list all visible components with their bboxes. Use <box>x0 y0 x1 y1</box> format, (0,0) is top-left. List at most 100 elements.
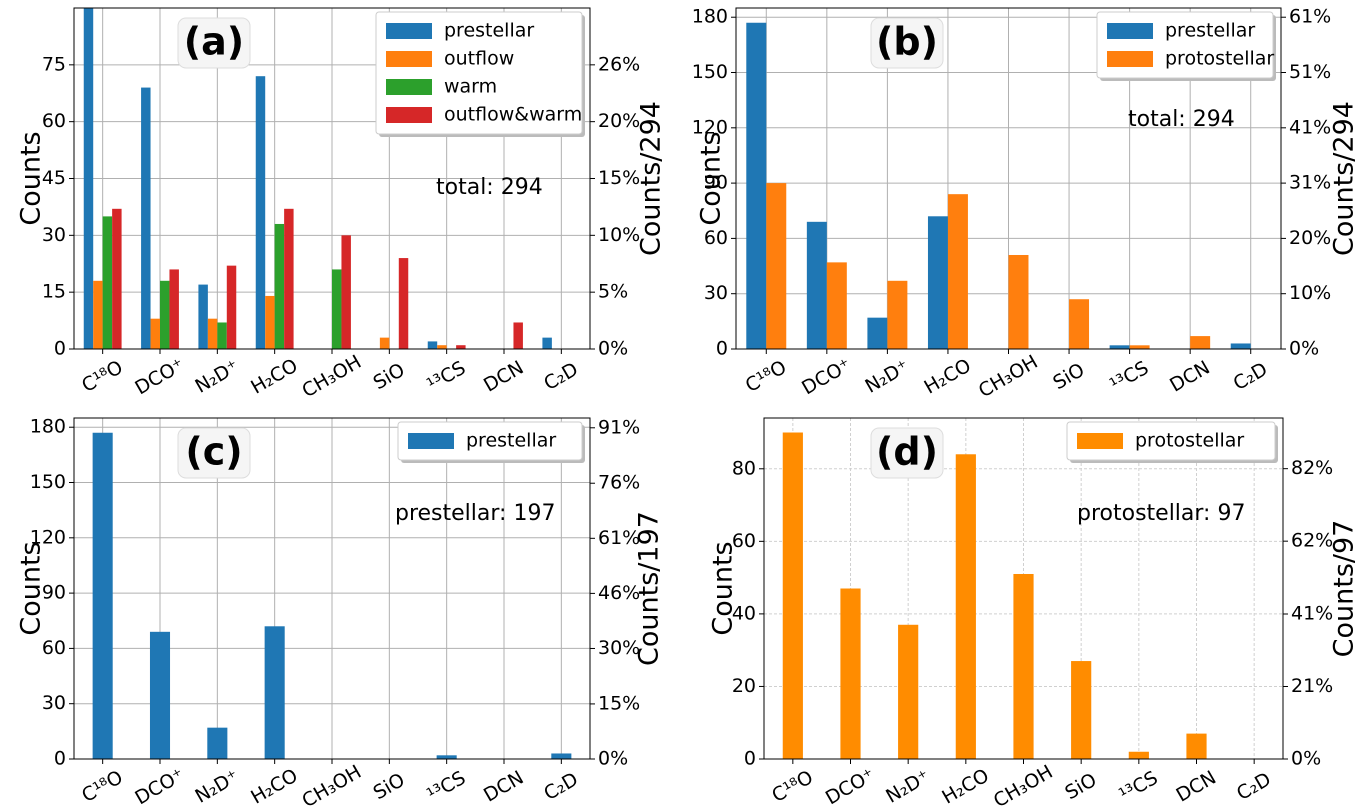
x-tick-label: N₂D⁺ <box>191 355 242 397</box>
y2-tick-label: 62% <box>1291 530 1333 552</box>
x-tick-label: DCN <box>480 767 527 807</box>
y-tick-label: 60 <box>42 637 66 659</box>
x-tick-label: CH₃OH <box>975 351 1042 402</box>
legend-box <box>397 421 583 461</box>
y-tick-label: 150 <box>692 61 728 83</box>
axes-frame <box>763 417 1284 760</box>
legend-swatch <box>408 433 454 449</box>
axes-frame <box>73 7 591 350</box>
x-tick-label: SiO <box>370 769 409 804</box>
bar <box>887 280 908 349</box>
bars <box>746 22 1251 349</box>
y-axis-label: Counts <box>16 131 47 225</box>
y2-tick-label: 15% <box>598 167 640 189</box>
bar <box>927 216 948 349</box>
y-axis-label: Counts <box>16 541 47 635</box>
y2-tick-label: 51% <box>1289 61 1331 83</box>
y2-axis-label: Counts/197 <box>634 511 665 666</box>
legend-box <box>1066 421 1276 461</box>
x-tick-label: C₂D <box>540 358 582 395</box>
y-tick-label: 90 <box>42 582 66 604</box>
x-tick-label: SiO <box>1049 359 1088 394</box>
x-tick-label: C₂D <box>1230 358 1272 395</box>
y-tick-label: 30 <box>42 224 66 246</box>
bar <box>198 284 208 349</box>
y-tick-label: 15 <box>42 281 66 303</box>
y2-tick-label: 15% <box>598 692 640 714</box>
bar <box>207 318 218 349</box>
bar <box>551 753 572 759</box>
y2-tick-label: 41% <box>1289 116 1331 138</box>
y2-tick-label: 61% <box>1289 6 1331 28</box>
x-tick-label: DCO⁺ <box>131 764 188 808</box>
annotation: prestellar: 197 <box>395 501 555 526</box>
legend-swatch <box>386 23 432 39</box>
bar <box>1190 336 1211 349</box>
y-tick-label: 40 <box>732 602 756 624</box>
y-tick-label: 80 <box>732 457 756 479</box>
y-tick-label: 30 <box>42 692 66 714</box>
legend-label: protostellar <box>1135 430 1244 452</box>
y2-tick-label: 31% <box>1289 172 1331 194</box>
bars <box>92 432 572 759</box>
axes-frame <box>735 7 1282 350</box>
y-axis-label: Counts <box>708 541 739 635</box>
bar <box>93 280 103 349</box>
bar <box>207 727 228 759</box>
x-tick-label: SiO <box>1061 769 1100 804</box>
bar <box>1128 751 1149 759</box>
y-tick-label: 30 <box>704 282 728 304</box>
bar <box>867 317 888 349</box>
y2-tick-label: 26% <box>598 53 640 75</box>
x-tick-label: ¹³CS <box>423 357 469 396</box>
bar <box>766 183 787 349</box>
legend-swatch <box>386 79 432 95</box>
bar <box>1186 733 1207 759</box>
bar <box>513 322 523 349</box>
panel-label: (c) <box>185 430 242 474</box>
bar <box>149 631 171 759</box>
x-tick-label: DCN <box>480 357 527 397</box>
y2-tick-label: 10% <box>1289 282 1331 304</box>
legend: prestellar <box>397 421 585 463</box>
bar <box>427 341 438 349</box>
y-tick-label: 60 <box>704 227 728 249</box>
x-tick-label: N₂D⁺ <box>862 355 913 397</box>
x-tick-label: CH₃OH <box>298 351 365 402</box>
x-tick-label: ¹³CS <box>423 767 469 806</box>
bar <box>806 221 827 349</box>
y-tick-label: 150 <box>30 471 66 493</box>
bar <box>955 454 976 759</box>
legend-box <box>375 11 583 135</box>
panel-label: (a) <box>184 20 244 64</box>
legend-swatch <box>386 107 432 123</box>
legend-swatch <box>1107 23 1153 39</box>
bar <box>826 262 847 349</box>
bars <box>782 432 1207 759</box>
panel-label-box <box>870 17 944 69</box>
panel-label: (d) <box>876 430 938 474</box>
x-tick-label: N₂D⁺ <box>191 765 242 807</box>
x-tick-label: DCO⁺ <box>798 354 855 399</box>
legend-label: prestellar <box>466 430 556 452</box>
y-tick-label: 45 <box>42 167 66 189</box>
x-tick-label: CH₃OH <box>298 761 365 808</box>
bar <box>1008 254 1029 349</box>
bar <box>141 87 151 349</box>
x-tick-label: H₂CO <box>247 765 301 808</box>
y-tick-label: 120 <box>30 526 66 548</box>
legend-swatch <box>1077 433 1123 449</box>
y-axis-label: Counts <box>696 131 727 225</box>
annotation: total: 294 <box>436 175 543 200</box>
panel-label-box <box>177 17 251 69</box>
bar <box>1071 661 1092 759</box>
bar <box>341 235 351 349</box>
y-tick-label: 60 <box>732 530 756 552</box>
y2-tick-label: 20% <box>1289 227 1331 249</box>
x-tick-label: DCO⁺ <box>131 354 188 399</box>
bar <box>1230 343 1251 349</box>
bar <box>160 280 170 349</box>
y-tick-label: 0 <box>744 748 756 770</box>
